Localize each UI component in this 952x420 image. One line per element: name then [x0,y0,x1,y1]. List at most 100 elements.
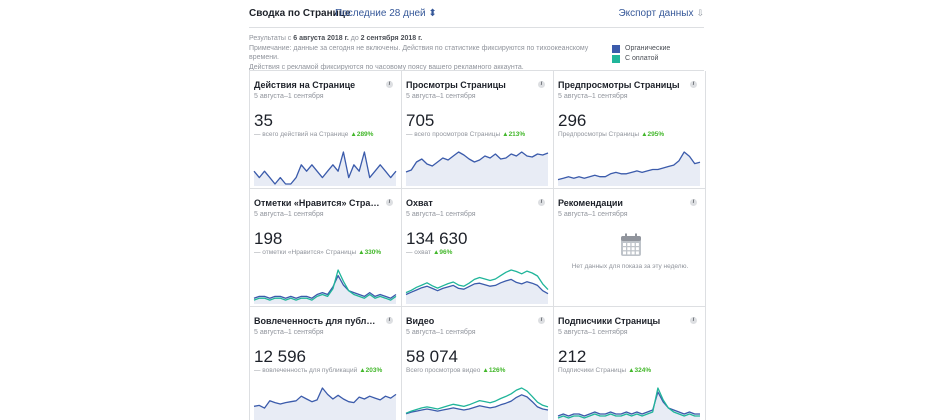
metric-description: Подписчики Страницы ▲324% [558,367,651,374]
metric-description: — всего просмотров Страницы ▲213% [406,131,525,138]
metric-description: — всего действий на Странице ▲289% [254,131,373,138]
metric-description-text: Всего просмотров видео [406,367,481,374]
card-title[interactable]: Охват [406,198,433,208]
info-icon[interactable]: i [538,81,545,88]
organic-series-line [253,151,397,185]
sparkline-chart [253,151,397,186]
organic-series-line [405,151,549,173]
card-date-range: 5 августа–1 сентября [406,329,476,336]
summary-header: Сводка по Странице Последние 28 дней ⬍ Э… [249,8,704,28]
trend-percent: 213% [508,131,526,138]
card-date-range: 5 августа–1 сентября [558,211,628,218]
info-icon[interactable]: i [386,199,393,206]
metric-description-text: Предпросмотры Страницы [558,131,640,138]
trend-up-icon: ▲ [350,131,357,138]
card-title[interactable]: Действия на Странице [254,80,356,90]
metric-description-text: Подписчики Страницы [558,367,627,374]
metric-card-post-engagement: Вовлеченность для публикаций i 5 августа–1… [250,307,402,420]
metric-value: 134 630 [406,229,468,248]
metric-description-text: — всего просмотров Страницы [406,131,501,138]
organic-series-line [557,391,700,417]
metrics-grid: Действия на Странице i 5 августа–1 сентябр… [249,70,706,420]
legend-organic-label: Органические [625,45,671,52]
metric-value: 58 074 [406,347,458,366]
card-title[interactable]: Предпросмотры Страницы [558,80,680,90]
results-prefix: Результаты с [249,35,292,42]
metric-value: 705 [406,111,435,130]
info-icon[interactable]: i [690,199,697,206]
trend-percent: 96% [439,249,453,256]
organic-series-line [253,387,397,409]
trend-percent: 324% [634,367,652,374]
card-date-range: 5 августа–1 сентября [254,211,324,218]
organic-area [406,279,548,304]
trend-up-icon: ▲ [502,131,509,138]
trend-percent: 126% [488,367,506,374]
info-icon[interactable]: i [538,317,545,324]
export-data-link[interactable]: Экспорт данных ⇩ [618,8,704,19]
metric-description-text: — охват [406,249,431,256]
sparkline-chart [405,269,549,304]
paid-series-line [557,387,700,419]
trend-up-icon: ▲ [359,367,366,374]
metric-card-page-views: Просмотры Страницы i 5 августа–1 сентября 7… [402,71,554,189]
metric-value: 212 [558,347,587,366]
trend-percent: 203% [365,367,383,374]
metric-description: Всего просмотров видео ▲126% [406,367,505,374]
sparkline-chart [253,269,397,304]
metric-value: 35 [254,111,273,130]
trend-percent: 330% [364,249,382,256]
card-title[interactable]: Подписчики Страницы [558,316,661,326]
metric-description-text: — всего действий на Странице [254,131,349,138]
card-date-range: 5 августа–1 сентября [558,329,628,336]
sparkline-chart [405,151,549,186]
export-data-label: Экспорт данных [618,8,694,19]
card-title[interactable]: Видео [406,316,435,326]
card-date-range: 5 августа–1 сентября [406,93,476,100]
paid-series-line [405,387,549,414]
trend-up-icon: ▲ [641,131,648,138]
info-icon[interactable]: i [690,317,697,324]
trend-up-icon: ▲ [482,367,489,374]
card-title[interactable]: Рекомендации [558,198,623,208]
results-to-date: 2 сентября 2018 г. [360,35,423,42]
organic-area [254,152,396,186]
paid-series-line [253,269,397,301]
metric-card-recommendations: Рекомендации i 5 августа–1 сентября Нет дан… [554,189,706,307]
organic-swatch [612,45,620,53]
empty-state-text: Нет данных для показа за эту неделю. [571,263,689,270]
card-date-range: 5 августа–1 сентября [254,329,324,336]
legend-organic: Органические [612,44,670,54]
info-icon[interactable]: i [690,81,697,88]
metric-description: — отметки «Нравится» Страницы ▲330% [254,249,381,256]
timezone-note: Примечание: данные за сегодня не включен… [249,44,589,62]
info-icon[interactable]: i [386,81,393,88]
card-title[interactable]: Вовлеченность для публикаций [254,316,380,326]
card-date-range: 5 августа–1 сентября [254,93,324,100]
info-icon[interactable]: i [386,317,393,324]
sparkline-chart [253,387,397,420]
card-title[interactable]: Просмотры Страницы [406,80,506,90]
trend-percent: 295% [647,131,665,138]
results-range: Результаты с 6 августа 2018 г. до 2 сент… [249,34,619,44]
metric-card-page-actions: Действия на Странице i 5 августа–1 сентябр… [250,71,402,189]
trend-up-icon: ▲ [358,249,365,256]
sparkline-chart [557,151,701,186]
info-icon[interactable]: i [538,199,545,206]
sparkline-chart [557,387,700,420]
calendar-icon [621,233,641,256]
paid-series-line [405,269,549,294]
organic-area [406,394,548,420]
card-title[interactable]: Отметки «Нравится» Страницы [254,198,380,208]
results-from-date: 6 августа 2018 г. [293,35,349,42]
metric-card-page-likes: Отметки «Нравится» Страницы i 5 августа–1 … [250,189,402,307]
card-date-range: 5 августа–1 сентября [558,93,628,100]
metric-value: 296 [558,111,587,130]
trend-up-icon: ▲ [432,249,440,256]
page-title: Сводка по Странице [249,8,351,19]
metric-description: Предпросмотры Страницы ▲295% [558,131,664,138]
organic-series-line [405,278,549,296]
date-range-dropdown[interactable]: Последние 28 дней ⬍ [335,8,437,19]
metric-card-reach: Охват i 5 августа–1 сентября 134 630— охват… [402,189,554,307]
